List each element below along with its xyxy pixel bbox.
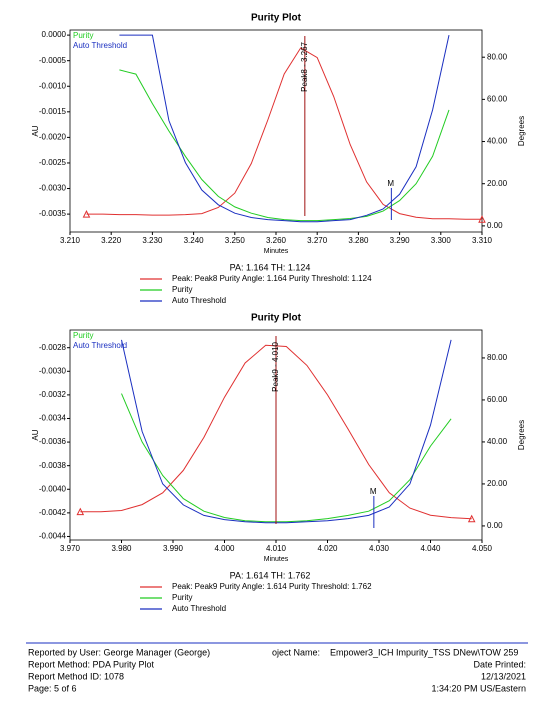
- x-tick-label: 3.270: [307, 236, 328, 245]
- x-tick-label: 4.020: [317, 544, 338, 553]
- y-tick-label: -0.0015: [39, 107, 67, 116]
- plot-frame: [69, 29, 483, 233]
- y2-tick-label: 60.00: [487, 395, 508, 404]
- x-tick-label: 3.980: [111, 544, 132, 553]
- reported-by: Reported by User: George Manager (George…: [28, 647, 210, 657]
- integration-mark: [478, 215, 486, 223]
- y-tick-label: -0.0035: [39, 209, 67, 218]
- legend-label: Purity: [172, 593, 192, 602]
- y2-tick-label: 0.00: [487, 221, 503, 230]
- series-line: [121, 339, 452, 524]
- m-label: M: [387, 179, 394, 188]
- y2-tick-label: 80.00: [487, 353, 508, 362]
- y2-axis-label: Degrees: [517, 116, 526, 146]
- y-tick-label: -0.0030: [39, 366, 67, 375]
- y-tick-label: -0.0025: [39, 158, 67, 167]
- integration-mark: [82, 209, 91, 218]
- legend-label: Auto Threshold: [172, 604, 226, 613]
- report-method-id: Report Method ID: 1078: [28, 671, 124, 681]
- legend-label: Auto Threshold: [172, 296, 226, 305]
- y-tick-label: -0.0042: [39, 508, 67, 517]
- plot-legend-label: Purity: [73, 331, 93, 340]
- x-tick-label: 4.010: [266, 544, 287, 553]
- time-printed: 1:34:20 PM US/Eastern: [431, 683, 526, 693]
- y-tick-label: -0.0028: [39, 343, 67, 352]
- x-tick-label: 3.290: [390, 236, 411, 245]
- y-tick-label: -0.0020: [39, 133, 67, 142]
- integration-mark: [76, 507, 85, 516]
- y-tick-label: -0.0032: [39, 390, 67, 399]
- chart-title: Purity Plot: [251, 13, 302, 24]
- y2-tick-label: 20.00: [487, 479, 508, 488]
- x-tick-label: 3.280: [348, 236, 369, 245]
- plot-legend-label: Auto Threshold: [73, 341, 127, 350]
- x-tick-label: 3.260: [266, 236, 287, 245]
- peak-label: Peak9 - 4.010: [271, 341, 280, 391]
- plot-legend-label: Purity: [73, 31, 93, 40]
- y-tick-label: -0.0030: [39, 184, 67, 193]
- x-axis-label: Minutes: [264, 248, 289, 255]
- x-tick-label: 3.240: [184, 236, 205, 245]
- y-tick-label: -0.0034: [39, 414, 67, 423]
- x-axis-label: Minutes: [264, 556, 289, 563]
- legend-label: Peak: Peak8 Purity Angle: 1.164 Purity T…: [172, 274, 372, 283]
- x-tick-label: 3.250: [225, 236, 246, 245]
- y2-tick-label: 80.00: [487, 52, 508, 61]
- y-tick-label: 0.0000: [42, 30, 67, 39]
- y2-tick-label: 20.00: [487, 179, 508, 188]
- y2-tick-label: 40.00: [487, 137, 508, 146]
- page-number: Page: 5 of 6: [28, 683, 77, 693]
- y-tick-label: -0.0044: [39, 532, 67, 541]
- x-tick-label: 3.220: [101, 236, 122, 245]
- x-tick-label: 4.040: [420, 544, 441, 553]
- plot-legend-label: Auto Threshold: [73, 41, 127, 50]
- y2-tick-label: 0.00: [487, 521, 503, 530]
- series-line: [119, 34, 450, 223]
- series-line: [121, 393, 452, 523]
- report-method: Report Method: PDA Purity Plot: [28, 659, 155, 669]
- x-tick-label: 3.210: [60, 236, 81, 245]
- y-tick-label: -0.0010: [39, 81, 67, 90]
- x-tick-label: 3.230: [142, 236, 163, 245]
- series-line: [86, 47, 482, 220]
- x-tick-label: 3.300: [431, 236, 452, 245]
- x-tick-label: 3.310: [472, 236, 493, 245]
- x-tick-label: 3.990: [163, 544, 184, 553]
- date-printed: 12/13/2021: [481, 671, 526, 681]
- y-tick-label: -0.0005: [39, 56, 67, 65]
- chart-title: Purity Plot: [251, 313, 302, 324]
- legend-label: Peak: Peak9 Purity Angle: 1.614 Purity T…: [172, 582, 372, 591]
- peak-label: Peak8 - 3.267: [300, 41, 309, 91]
- project-name: Empower3_ICH Impurity_TSS DNew\TOW 259: [330, 647, 518, 657]
- y2-tick-label: 60.00: [487, 94, 508, 103]
- y2-tick-label: 40.00: [487, 437, 508, 446]
- date-label: Date Printed:: [473, 659, 526, 669]
- summary: PA: 1.164 TH: 1.124: [230, 262, 311, 272]
- x-tick-label: 4.000: [214, 544, 235, 553]
- x-tick-label: 3.970: [60, 544, 81, 553]
- m-label: M: [370, 487, 377, 496]
- summary: PA: 1.614 TH: 1.762: [230, 570, 311, 580]
- y-tick-label: -0.0040: [39, 484, 67, 493]
- y-tick-label: -0.0038: [39, 461, 67, 470]
- x-tick-label: 4.050: [472, 544, 493, 553]
- project-label: oject Name:: [272, 647, 320, 657]
- y2-axis-label: Degrees: [517, 420, 526, 450]
- y-axis-label: AU: [31, 429, 40, 440]
- series-line: [119, 69, 450, 222]
- integration-mark: [467, 514, 476, 523]
- y-axis-label: AU: [31, 125, 40, 136]
- y-tick-label: -0.0036: [39, 437, 67, 446]
- x-tick-label: 4.030: [369, 544, 390, 553]
- legend-label: Purity: [172, 285, 192, 294]
